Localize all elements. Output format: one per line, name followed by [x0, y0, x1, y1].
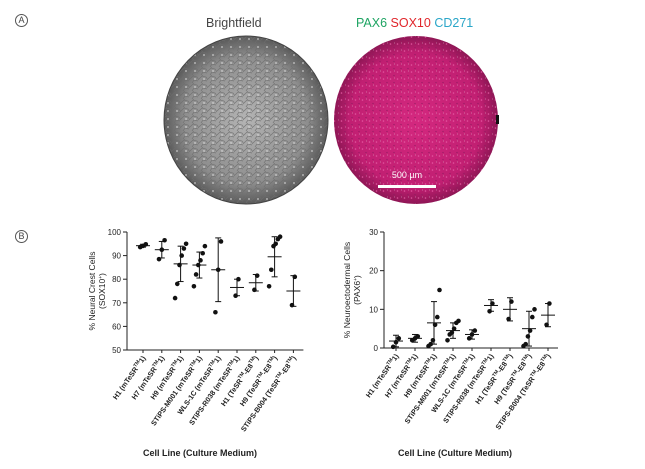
- data-point: [177, 262, 182, 268]
- data-point: [289, 302, 295, 308]
- x-axis-label: Cell Line (Culture Medium): [398, 448, 512, 458]
- data-point: [198, 258, 203, 263]
- panel-letter-b: B: [15, 230, 28, 243]
- data-point: [445, 337, 450, 343]
- data-point: [215, 267, 221, 273]
- y-axis-label-sub: (PAX6+): [352, 275, 362, 305]
- data-point: [252, 287, 257, 293]
- y-tick-label: 10: [369, 305, 378, 314]
- y-tick-label: 80: [112, 275, 121, 284]
- data-point: [162, 237, 167, 243]
- data-point: [490, 301, 495, 306]
- data-point: [456, 318, 461, 324]
- data-point: [390, 344, 396, 350]
- y-tick-label: 0: [374, 344, 379, 353]
- data-point: [179, 253, 184, 258]
- data-point: [193, 272, 199, 277]
- data-point: [183, 241, 189, 247]
- y-tick-label: 70: [112, 299, 121, 308]
- data-point: [544, 322, 549, 328]
- data-point: [196, 262, 201, 268]
- data-point: [415, 334, 421, 339]
- pax6-label: PAX6: [356, 16, 388, 30]
- data-point: [547, 301, 552, 306]
- y-tick-label: 20: [369, 267, 378, 276]
- data-point: [277, 234, 283, 240]
- data-point: [430, 337, 436, 343]
- y-tick-label: 90: [112, 252, 121, 261]
- chart-1: 0 10 20 30 % Neuroectodermal Cells (PAX6+) Cel…: [342, 228, 558, 458]
- data-point: [532, 307, 537, 312]
- data-point: [523, 341, 528, 347]
- y-axis-label: % Neuroectodermal Cells: [342, 242, 352, 338]
- data-point: [449, 330, 455, 335]
- y-tick-label: 50: [112, 346, 121, 355]
- data-point: [156, 256, 162, 262]
- data-point: [435, 314, 440, 320]
- data-point: [393, 339, 399, 345]
- data-point: [236, 276, 241, 282]
- data-point: [269, 267, 274, 273]
- data-point: [472, 328, 478, 333]
- data-point: [254, 273, 260, 278]
- data-point: [292, 274, 298, 280]
- y-tick-label: 60: [112, 322, 121, 331]
- data-point: [525, 334, 531, 339]
- data-point: [143, 241, 149, 247]
- chart-0: 50 60 70 80 90 100 % Neural Crest Cells (SOX10+…: [87, 228, 304, 458]
- data-point: [218, 239, 224, 244]
- fluorescence-image: 500 µm: [334, 36, 499, 204]
- fluorescence-title: PAX6 SOX10 CD271: [356, 16, 473, 30]
- data-point: [266, 283, 272, 289]
- data-point: [159, 247, 165, 252]
- data-point: [396, 336, 402, 341]
- brightfield-title: Brightfield: [206, 16, 262, 30]
- data-point: [213, 309, 218, 315]
- data-point: [273, 241, 279, 247]
- data-point: [432, 322, 438, 328]
- y-tick-label: 30: [369, 228, 378, 237]
- data-point: [200, 250, 205, 256]
- data-point: [428, 341, 434, 347]
- data-point: [437, 287, 442, 293]
- data-point: [451, 326, 457, 331]
- y-axis-label: % Neural Crest Cells: [87, 252, 97, 331]
- cd271-label: CD271: [434, 16, 474, 30]
- data-point: [509, 299, 514, 304]
- data-point: [181, 246, 187, 251]
- data-point: [469, 332, 475, 337]
- y-axis-label-sub: (SOX10+): [97, 273, 107, 309]
- scale-bar: [378, 185, 436, 188]
- x-axis-label: Cell Line (Culture Medium): [143, 448, 257, 458]
- data-point: [233, 293, 238, 299]
- data-point: [172, 295, 178, 301]
- panel-letter-a: A: [15, 14, 28, 27]
- data-point: [175, 281, 180, 287]
- scale-bar-label: 500 µm: [392, 170, 422, 180]
- data-point: [466, 336, 472, 341]
- data-point: [191, 283, 197, 289]
- y-tick-label: 100: [108, 228, 122, 237]
- data-point: [530, 314, 535, 320]
- brightfield-image: [163, 35, 329, 205]
- data-point: [202, 243, 208, 249]
- data-point: [487, 308, 492, 314]
- data-point: [527, 328, 533, 333]
- data-point: [506, 316, 511, 322]
- sox10-label: SOX10: [390, 16, 431, 30]
